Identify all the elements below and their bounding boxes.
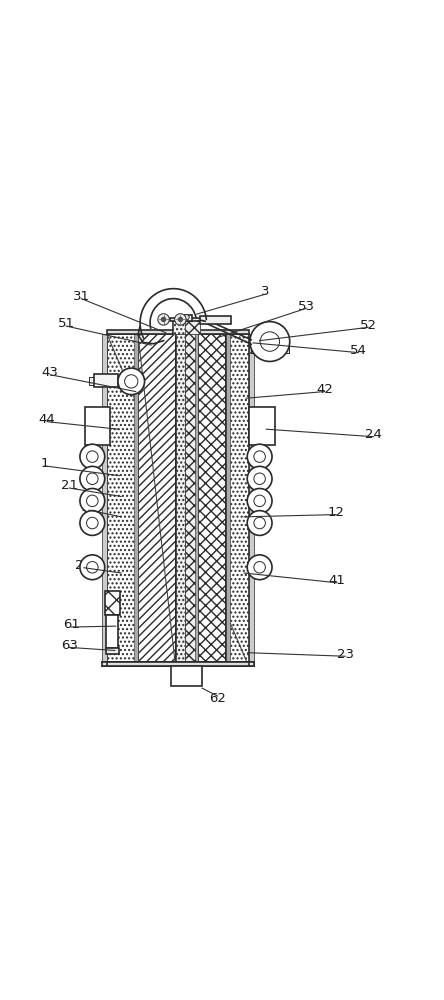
Circle shape — [178, 317, 182, 322]
Text: 1: 1 — [41, 457, 49, 470]
Bar — [175, 334, 178, 666]
Circle shape — [125, 375, 138, 388]
Text: 42: 42 — [316, 383, 333, 396]
Circle shape — [247, 488, 272, 513]
Bar — [107, 334, 249, 666]
Text: 61: 61 — [63, 618, 80, 631]
Text: 43: 43 — [42, 366, 59, 379]
Bar — [186, 334, 198, 666]
Text: 31: 31 — [73, 290, 90, 303]
Bar — [226, 334, 230, 666]
Circle shape — [184, 315, 189, 320]
Circle shape — [174, 314, 186, 325]
Circle shape — [158, 314, 169, 325]
Text: 54: 54 — [350, 344, 367, 357]
Text: 63: 63 — [61, 639, 78, 652]
Bar — [185, 319, 200, 334]
Text: 52: 52 — [360, 319, 377, 332]
Circle shape — [260, 332, 280, 351]
Text: 21: 21 — [61, 479, 78, 492]
Text: 41: 41 — [329, 574, 345, 587]
Bar — [175, 334, 186, 666]
Circle shape — [118, 368, 145, 395]
Bar — [102, 662, 254, 666]
Circle shape — [254, 562, 266, 573]
Bar — [250, 407, 275, 445]
Circle shape — [80, 555, 105, 580]
Bar — [138, 334, 175, 666]
Circle shape — [247, 444, 272, 469]
Bar — [198, 334, 226, 666]
Circle shape — [87, 517, 98, 529]
Circle shape — [247, 511, 272, 535]
Bar — [107, 615, 119, 648]
Circle shape — [250, 322, 290, 361]
Bar — [173, 319, 200, 334]
Circle shape — [247, 466, 272, 491]
Text: 62: 62 — [209, 692, 226, 705]
Bar — [173, 319, 185, 334]
Bar — [106, 648, 119, 654]
Bar — [102, 334, 107, 666]
Bar — [107, 334, 138, 666]
Circle shape — [80, 466, 105, 491]
Bar — [135, 334, 138, 666]
Circle shape — [80, 511, 105, 535]
Bar — [200, 316, 231, 324]
Text: 23: 23 — [337, 648, 353, 661]
Text: 51: 51 — [58, 317, 75, 330]
Circle shape — [254, 451, 266, 462]
Bar — [251, 344, 289, 353]
Bar — [94, 374, 118, 387]
Circle shape — [254, 473, 266, 485]
Bar — [89, 377, 95, 385]
Text: 11: 11 — [81, 501, 98, 514]
Text: 24: 24 — [365, 428, 382, 441]
Bar — [195, 334, 198, 666]
Bar — [249, 334, 254, 666]
Bar — [107, 662, 249, 666]
Circle shape — [80, 488, 105, 513]
Circle shape — [161, 317, 166, 322]
Circle shape — [87, 451, 98, 462]
Bar — [170, 318, 203, 321]
Bar — [105, 591, 120, 615]
Bar — [171, 666, 202, 686]
Circle shape — [247, 555, 272, 580]
Text: 44: 44 — [39, 413, 56, 426]
Text: 53: 53 — [297, 300, 315, 313]
Circle shape — [254, 517, 266, 529]
Text: 3: 3 — [261, 285, 270, 298]
Bar — [181, 315, 192, 321]
Circle shape — [254, 495, 266, 507]
Bar — [107, 330, 249, 334]
Text: 12: 12 — [328, 506, 345, 519]
Bar — [85, 407, 111, 445]
Circle shape — [87, 562, 98, 573]
Text: 22: 22 — [75, 559, 92, 572]
Circle shape — [80, 444, 105, 469]
Bar — [226, 334, 249, 666]
Circle shape — [87, 473, 98, 485]
Circle shape — [87, 495, 98, 507]
